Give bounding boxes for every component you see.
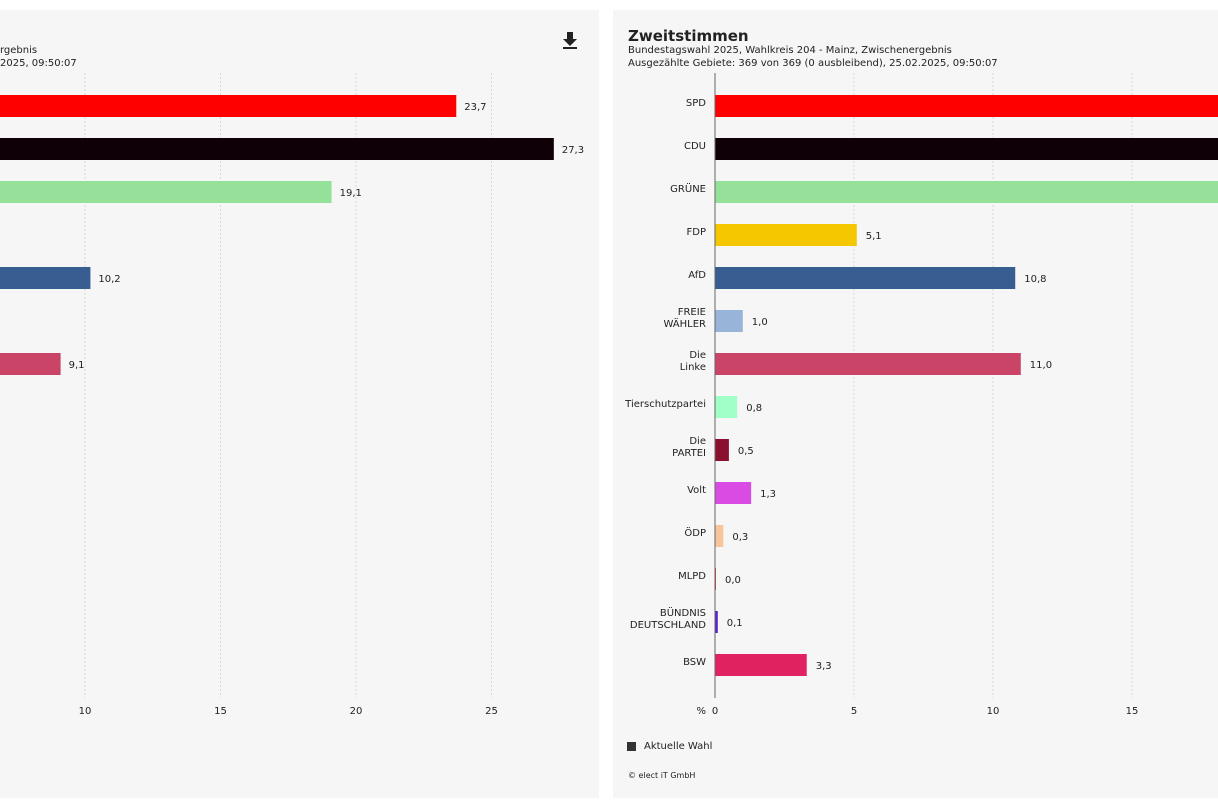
legend-swatch (627, 742, 636, 751)
left-x-tick-label: 15 (214, 706, 227, 717)
download-icon-svg (563, 32, 577, 49)
left-bar (0, 138, 554, 160)
party-label-line: DEUTSCHLAND (630, 620, 706, 631)
party-label-line: WÄHLER (663, 317, 706, 330)
left-bar-chart: 10 15 20 25 23,7 27,3 19,1 10,2 9,1 (0, 73, 584, 717)
right-x-tick-label: 5 (851, 706, 857, 717)
left-bar (0, 353, 61, 375)
right-chart-panel: Zweitstimmen Bundestagswahl 2025, Wahlkr… (613, 10, 1218, 798)
party-label: Tierschutzpartei (624, 399, 706, 410)
right-bar-value-label: 0,3 (732, 532, 748, 543)
right-bar-value-label: 0,0 (725, 575, 741, 586)
right-bar-value-label: 0,8 (746, 403, 762, 414)
left-bar-value-label: 19,1 (340, 188, 362, 199)
chart-subtitle-line2: Ausgezählte Gebiete: 369 von 369 (0 ausb… (628, 58, 998, 69)
party-label-line: Die (689, 350, 706, 361)
right-bar (715, 439, 729, 461)
right-bar (715, 181, 1218, 203)
left-bar-value-label: 9,1 (69, 360, 85, 371)
left-bar (0, 95, 457, 117)
right-bar (715, 611, 718, 633)
party-label: Die Linke (680, 350, 706, 373)
party-label: SPD (686, 98, 706, 109)
party-label: FREIE WÄHLER (663, 307, 706, 330)
left-subtitle-line1: rgebnis (0, 45, 38, 56)
party-label: MLPD (678, 571, 706, 582)
right-bar (715, 396, 738, 418)
party-label: AfD (688, 270, 706, 281)
left-bar-value-label: 23,7 (464, 102, 486, 113)
party-label: CDU (684, 141, 706, 152)
right-bar-value-label: 11,0 (1030, 360, 1052, 371)
right-bar (715, 310, 743, 332)
right-x-tick-label: 0 (712, 706, 718, 717)
party-label: BÜNDNIS DEUTSCHLAND (630, 606, 706, 631)
party-label-line: Die (689, 436, 706, 447)
right-bar (715, 353, 1021, 375)
right-bar-value-label: 5,1 (866, 231, 882, 242)
left-subtitle-line2: 2025, 09:50:07 (0, 58, 77, 69)
right-bar (715, 654, 807, 676)
left-x-tick-label: 10 (79, 706, 92, 717)
right-x-tick-label: 15 (1126, 706, 1139, 717)
right-bar (715, 224, 857, 246)
right-bar (715, 95, 1218, 117)
chart-title: Zweitstimmen (628, 27, 749, 45)
right-bar (715, 267, 1016, 289)
right-bar (715, 482, 752, 504)
right-bar-value-label: 0,1 (727, 618, 743, 629)
right-bar (715, 525, 724, 547)
party-label-line: BÜNDNIS (660, 606, 706, 619)
party-label: FDP (687, 227, 706, 238)
right-bar-chart: 0 5 10 15% SPD CDU GRÜNE 5,1 FDP 10,8 AfD 1,0 FREIE W… (624, 73, 1218, 717)
right-bar-value-label: 0,5 (738, 446, 754, 457)
copyright-note: © elect iT GmbH (628, 771, 696, 780)
left-bar (0, 181, 332, 203)
left-x-tick-label: 20 (350, 706, 363, 717)
chart-subtitle-line1: Bundestagswahl 2025, Wahlkreis 204 - Mai… (628, 45, 952, 56)
party-label-line: PARTEI (672, 448, 706, 459)
right-bar-value-label: 1,0 (752, 317, 768, 328)
right-bar-value-label: 10,8 (1024, 274, 1046, 285)
party-label: Volt (687, 485, 706, 496)
left-bar-value-label: 27,3 (562, 145, 584, 156)
party-label: Die PARTEI (672, 436, 706, 459)
party-label-line: Linke (680, 362, 706, 373)
party-label: GRÜNE (670, 182, 706, 195)
left-chart-panel: rgebnis 2025, 09:50:07 10 15 20 25 23,7 27,3 1… (0, 10, 599, 798)
right-bar (715, 138, 1218, 160)
party-label-line: FREIE (678, 307, 706, 318)
right-bar-value-label: 1,3 (760, 489, 776, 500)
party-label: ÖDP (684, 526, 706, 539)
party-label: BSW (683, 657, 706, 668)
download-icon[interactable] (561, 30, 579, 50)
right-bar-value-label: 3,3 (816, 661, 832, 672)
right-axis-unit: % (696, 706, 706, 717)
chart-legend: Aktuelle Wahl (627, 741, 712, 752)
legend-label: Aktuelle Wahl (644, 741, 713, 752)
left-x-tick-label: 25 (485, 706, 498, 717)
left-bar-value-label: 10,2 (98, 274, 120, 285)
right-x-tick-label: 10 (987, 706, 1000, 717)
left-bar (0, 267, 91, 289)
